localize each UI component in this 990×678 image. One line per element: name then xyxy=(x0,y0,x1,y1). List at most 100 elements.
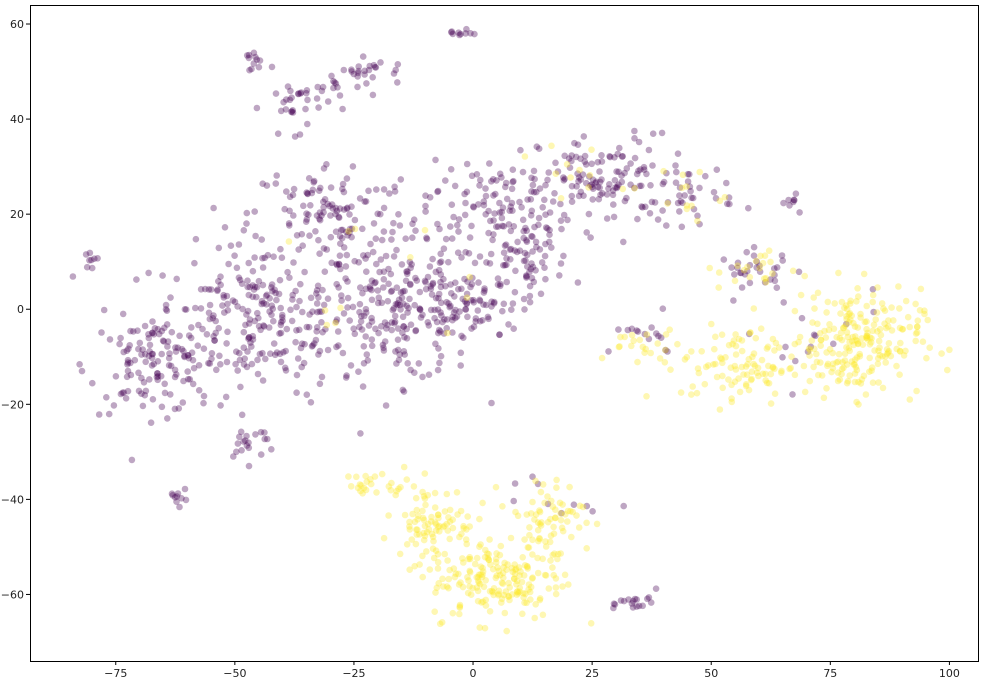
data-point xyxy=(392,491,400,499)
data-point xyxy=(313,324,321,331)
data-point xyxy=(318,308,325,316)
data-point xyxy=(340,310,348,317)
data-point xyxy=(676,192,683,199)
data-point xyxy=(409,510,416,518)
data-point xyxy=(148,329,156,337)
data-point xyxy=(279,311,286,319)
data-point xyxy=(354,73,362,80)
data-point xyxy=(849,337,856,345)
data-point xyxy=(745,386,753,394)
data-point xyxy=(487,217,494,225)
data-point xyxy=(359,383,367,390)
data-point xyxy=(779,257,786,264)
data-point xyxy=(859,341,867,349)
data-point xyxy=(896,371,903,379)
data-point xyxy=(446,506,454,514)
data-point xyxy=(463,299,471,307)
data-point xyxy=(348,233,355,241)
data-point xyxy=(824,360,832,368)
data-point xyxy=(421,495,429,502)
data-point xyxy=(917,285,925,293)
data-point xyxy=(523,227,530,234)
data-point xyxy=(270,317,277,325)
data-point xyxy=(758,356,766,364)
data-point xyxy=(222,393,230,401)
data-point xyxy=(482,546,489,554)
data-point xyxy=(611,601,619,608)
data-point xyxy=(694,365,702,372)
data-point xyxy=(250,49,258,57)
data-point xyxy=(236,433,243,441)
data-point xyxy=(866,334,874,342)
data-point xyxy=(392,300,400,308)
data-point xyxy=(496,331,503,338)
data-point xyxy=(153,373,161,381)
data-point xyxy=(740,371,747,378)
data-point xyxy=(753,264,760,271)
data-point xyxy=(328,259,336,267)
data-point xyxy=(624,326,632,334)
data-point xyxy=(397,306,404,313)
data-point xyxy=(538,519,545,526)
data-point xyxy=(511,561,518,568)
data-point xyxy=(161,380,168,388)
data-point xyxy=(495,591,502,599)
data-point xyxy=(532,267,539,274)
data-point xyxy=(149,318,156,325)
data-point xyxy=(279,314,286,321)
data-point xyxy=(508,591,516,598)
data-point xyxy=(289,107,297,114)
data-point xyxy=(434,559,442,566)
data-point xyxy=(488,587,496,595)
data-point xyxy=(249,336,257,343)
data-point xyxy=(874,284,881,291)
data-point xyxy=(139,402,147,410)
data-point xyxy=(575,524,583,531)
data-point xyxy=(780,199,787,207)
data-point xyxy=(210,204,217,212)
data-point xyxy=(268,63,276,71)
data-point xyxy=(863,334,871,342)
data-point xyxy=(368,286,375,294)
data-point xyxy=(422,202,429,210)
data-point xyxy=(526,298,534,306)
data-point xyxy=(433,318,441,326)
data-point xyxy=(233,264,241,272)
data-point xyxy=(376,268,383,276)
data-point xyxy=(100,306,108,314)
data-point xyxy=(765,247,773,254)
data-point xyxy=(149,350,156,358)
data-point xyxy=(572,153,580,161)
data-point xyxy=(333,316,341,323)
data-point xyxy=(285,238,293,245)
data-point xyxy=(303,89,310,97)
data-point xyxy=(363,268,370,276)
data-point xyxy=(261,435,269,443)
data-point xyxy=(329,205,337,212)
data-point xyxy=(813,350,820,358)
data-point xyxy=(581,152,589,160)
data-point xyxy=(124,356,132,364)
data-point xyxy=(89,379,96,387)
data-point xyxy=(380,344,387,352)
data-point xyxy=(537,488,545,496)
data-point xyxy=(449,30,457,38)
data-point xyxy=(421,532,429,540)
data-point xyxy=(427,285,435,293)
data-point xyxy=(302,105,309,113)
data-point xyxy=(606,153,614,161)
data-point xyxy=(310,177,318,185)
data-point xyxy=(806,352,813,359)
data-point xyxy=(527,196,535,203)
data-point xyxy=(553,484,560,492)
data-point xyxy=(396,550,404,558)
data-point xyxy=(493,223,500,230)
data-point xyxy=(824,362,831,370)
data-point xyxy=(286,193,294,201)
data-point xyxy=(328,72,335,80)
data-point xyxy=(205,359,212,367)
data-point xyxy=(313,290,320,297)
data-point xyxy=(432,294,440,302)
data-point xyxy=(414,516,422,523)
data-point xyxy=(76,361,83,368)
